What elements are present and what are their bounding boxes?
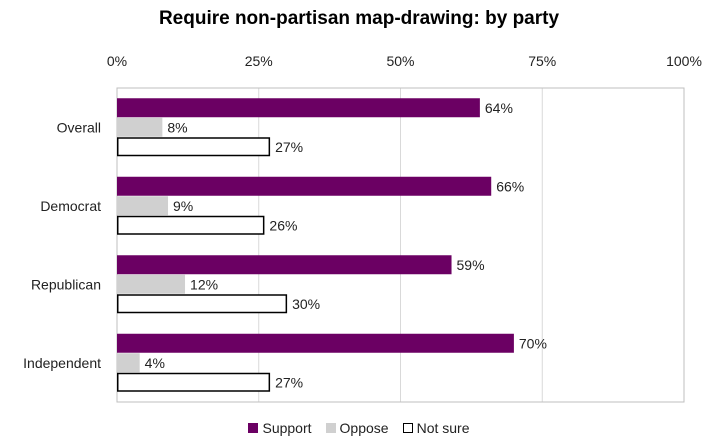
- data-label-republican-oppose: 12%: [190, 276, 218, 292]
- x-tick-label-0: 0%: [107, 53, 127, 69]
- bar-independent-oppose: [117, 353, 140, 373]
- legend-item-support: Support: [248, 420, 312, 436]
- legend-item-not-sure: Not sure: [402, 420, 470, 436]
- plot-area-border: [116, 87, 685, 403]
- bar-republican-not-sure: [117, 294, 288, 314]
- data-label-overall-support: 64%: [485, 100, 513, 116]
- category-label-republican: Republican: [31, 276, 101, 292]
- data-label-republican-support: 59%: [457, 257, 485, 273]
- data-label-democrat-support: 66%: [496, 178, 524, 194]
- category-label-democrat: Democrat: [40, 198, 101, 214]
- legend-swatch: [325, 423, 336, 433]
- x-tick-label-100: 100%: [666, 53, 702, 69]
- bar-democrat-oppose: [117, 196, 169, 216]
- x-tick-label-75: 75%: [528, 53, 556, 69]
- legend-swatch: [402, 423, 413, 433]
- data-label-independent-oppose: 4%: [145, 355, 165, 371]
- category-label-overall: Overall: [57, 119, 101, 135]
- bar-independent-support: [117, 333, 514, 353]
- legend-item-oppose: Oppose: [325, 420, 389, 436]
- data-label-overall-not-sure: 27%: [275, 139, 303, 155]
- bar-republican-oppose: [117, 274, 186, 294]
- bar-overall-support: [117, 98, 480, 118]
- bar-overall-not-sure: [117, 137, 271, 157]
- bar-overall-oppose: [117, 117, 163, 137]
- category-label-independent: Independent: [23, 355, 101, 371]
- chart-title: Require non-partisan map-drawing: by par…: [158, 8, 560, 29]
- bar-independent-not-sure: [117, 372, 271, 392]
- data-label-democrat-oppose: 9%: [173, 198, 193, 214]
- legend-swatch: [248, 423, 259, 433]
- chart-legend: Support Oppose Not sure: [0, 420, 718, 436]
- bar-republican-support: [117, 255, 452, 275]
- data-label-independent-not-sure: 27%: [275, 374, 303, 390]
- data-label-overall-oppose: 8%: [167, 119, 187, 135]
- data-label-republican-not-sure: 30%: [292, 296, 320, 312]
- data-label-democrat-not-sure: 26%: [269, 217, 297, 233]
- data-label-independent-support: 70%: [519, 335, 547, 351]
- bar-democrat-not-sure: [117, 215, 265, 235]
- legend-label: Oppose: [339, 420, 389, 436]
- bar-democrat-support: [117, 176, 492, 196]
- legend-label: Support: [262, 420, 312, 436]
- x-tick-label-50: 50%: [386, 53, 414, 69]
- x-tick-label-25: 25%: [245, 53, 273, 69]
- legend-label: Not sure: [416, 420, 470, 436]
